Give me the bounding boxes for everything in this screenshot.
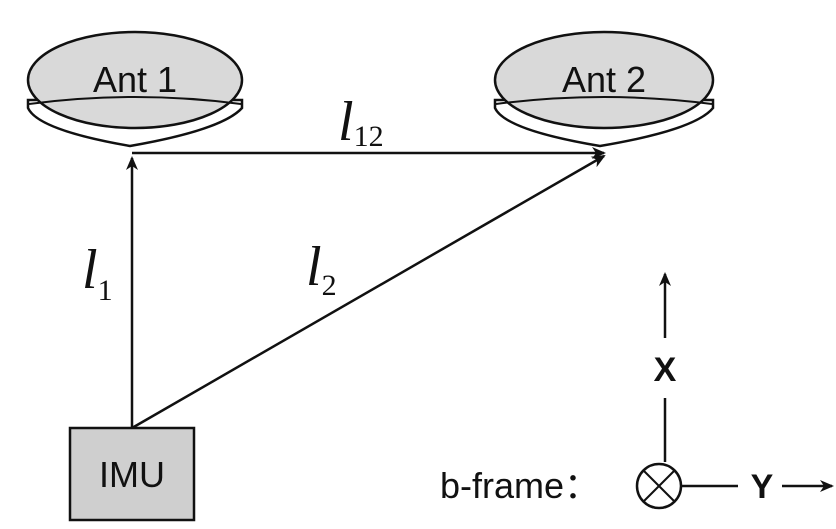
imu-box: IMU (68, 426, 196, 522)
vector-l2-arrow (131, 154, 606, 430)
b-frame-label: b-frame： (440, 465, 600, 506)
vector-l12-label: l12 (338, 91, 384, 153)
vector-l1-label: l1 (82, 239, 113, 307)
antenna-1-dish (26, 30, 244, 130)
vector-l2-label: l2 (306, 236, 337, 302)
into-page-icon (635, 462, 683, 510)
x-axis-label: X (654, 351, 677, 389)
imu-rect (68, 426, 196, 522)
b-frame: X Y b-frame： (440, 272, 834, 510)
antenna-1-rim (28, 96, 242, 105)
antenna-2-rim (495, 96, 713, 105)
y-axis-label: Y (751, 468, 774, 506)
antenna-2-dish (493, 30, 715, 130)
antenna-2-label: Ant 2 (562, 59, 646, 100)
antenna-2: Ant 2 (493, 30, 715, 148)
antenna-1-label: Ant 1 (93, 59, 177, 100)
antenna-1: Ant 1 (26, 30, 244, 148)
imu-label: IMU (99, 454, 165, 495)
